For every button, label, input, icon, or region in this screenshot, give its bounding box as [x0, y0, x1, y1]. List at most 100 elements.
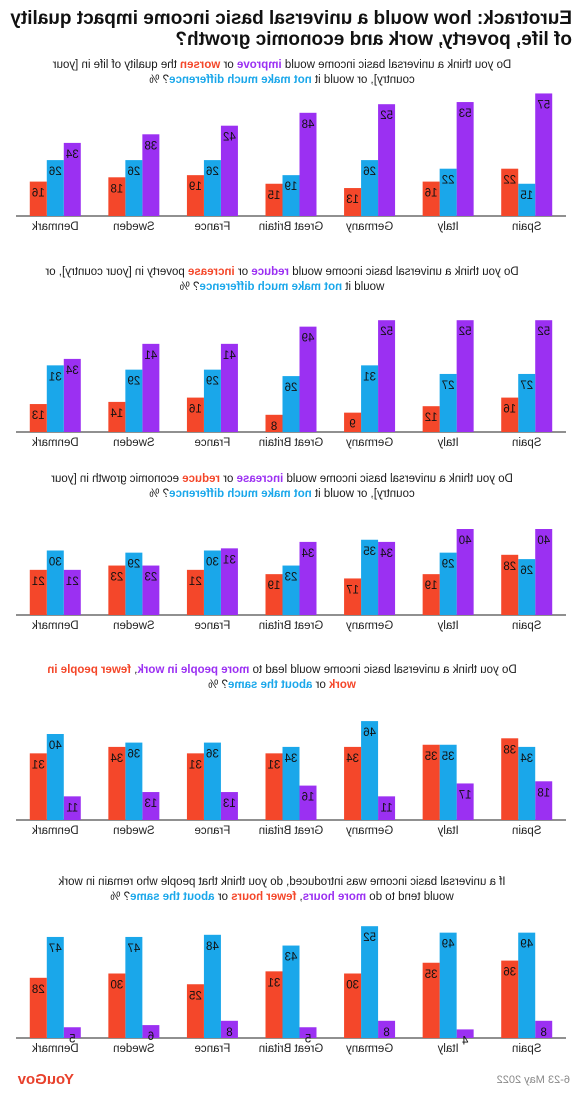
chart-panel-4: Do you think a universal basic income wo…	[16, 664, 566, 837]
bar-value-label: 34	[110, 753, 123, 765]
bar-value-label: 36	[206, 749, 219, 761]
bar-value-label: 26	[127, 166, 140, 178]
bar-red	[501, 168, 519, 216]
bar-blue	[125, 369, 143, 432]
bar-value-label: 14	[110, 408, 123, 420]
bar-purple	[299, 1027, 317, 1038]
category-label: Denmark	[32, 1043, 79, 1055]
bar-value-label: 26	[363, 166, 376, 178]
category-label: Great Britain	[259, 437, 324, 449]
category-label: Italy	[437, 437, 458, 449]
bar-value-label: 19	[285, 181, 298, 193]
bar-blue	[361, 365, 379, 432]
category-label: Great Britain	[259, 620, 324, 632]
bar-value-label: 40	[49, 740, 62, 752]
bar-value-label: 6	[148, 1031, 154, 1043]
bar-value-label: 9	[349, 419, 355, 431]
bar-red	[108, 565, 126, 615]
category-label: Great Britain	[259, 221, 324, 233]
bar-value-label: 16	[425, 188, 438, 200]
bar-value-label: 31	[268, 759, 281, 771]
bar-value-label: 52	[459, 326, 472, 338]
bar-value-label: 49	[520, 939, 533, 951]
bar-value-label: 22	[442, 175, 455, 187]
bar-blue	[203, 550, 221, 615]
bar-red	[265, 971, 283, 1038]
bar-value-label: 31	[189, 759, 202, 771]
category-label: Sweden	[113, 437, 155, 449]
bar-red	[344, 973, 362, 1038]
bar-purple	[378, 796, 396, 820]
bar-purple	[142, 1025, 160, 1038]
bar-value-label: 19	[425, 580, 438, 592]
bar-value-label: 23	[144, 572, 157, 584]
bar-value-label: 30	[206, 557, 219, 569]
bar-blue	[203, 160, 221, 216]
bar-value-label: 13	[223, 798, 236, 810]
bar-blue	[439, 552, 457, 615]
chart-panel-2: Do you think a universal basic income wo…	[16, 266, 566, 449]
bar-value-label: 29	[127, 559, 140, 571]
bar-value-label: 26	[285, 382, 298, 394]
bar-purple	[63, 1027, 81, 1038]
bar-value-label: 34	[380, 548, 393, 560]
category-label: Italy	[437, 620, 458, 632]
bar-purple	[220, 792, 238, 820]
bar-value-label: 11	[381, 802, 393, 814]
bar-red	[422, 962, 440, 1038]
bar-value-label: 31	[363, 371, 376, 383]
bar-value-label: 21	[66, 576, 79, 588]
bar-red	[422, 744, 440, 820]
category-label: France	[195, 437, 231, 449]
bar-purple	[299, 785, 317, 820]
category-label: Spain	[512, 1043, 541, 1055]
bar-blue	[361, 721, 379, 820]
bar-value-label: 40	[537, 535, 550, 547]
bar-value-label: 27	[442, 380, 455, 392]
category-label: Sweden	[113, 221, 155, 233]
bar-red	[422, 181, 440, 216]
question-text-line: Do you think a universal basic income wo…	[45, 266, 518, 278]
bar-value-label: 26	[49, 166, 62, 178]
bar-blue	[125, 552, 143, 615]
bar-purple	[535, 781, 553, 820]
category-label: Spain	[512, 437, 541, 449]
bar-purple	[456, 320, 474, 432]
bar-blue	[361, 160, 379, 216]
bar-red	[265, 753, 283, 820]
bar-value-label: 38	[144, 140, 157, 152]
bar-purple	[378, 104, 396, 216]
bar-value-label: 48	[302, 119, 315, 131]
bar-value-label: 19	[189, 181, 202, 193]
category-label: Italy	[437, 1043, 458, 1055]
bar-red	[29, 977, 47, 1038]
category-label: Germany	[346, 825, 394, 837]
category-label: France	[195, 1043, 231, 1055]
bar-red	[186, 175, 204, 216]
bar-purple	[142, 343, 160, 432]
bar-value-label: 8	[271, 421, 277, 433]
bar-blue	[203, 369, 221, 432]
bar-red	[29, 181, 47, 216]
question-text-line: Do you think a universal basic income wo…	[47, 664, 516, 676]
bar-purple	[456, 529, 474, 615]
bar-value-label: 16	[189, 404, 202, 416]
bar-blue	[125, 936, 143, 1038]
bar-blue	[518, 932, 536, 1038]
bar-purple	[456, 783, 474, 820]
category-label: Great Britain	[259, 825, 324, 837]
bar-value-label: 8	[226, 1027, 232, 1039]
bar-value-label: 22	[503, 175, 516, 187]
bar-red	[501, 960, 519, 1038]
bar-value-label: 17	[346, 584, 359, 596]
category-label: Germany	[346, 221, 394, 233]
category-label: Germany	[346, 1043, 394, 1055]
bar-value-label: 36	[127, 749, 140, 761]
bar-value-label: 15	[520, 190, 533, 202]
bar-value-label: 13	[144, 798, 157, 810]
bar-value-label: 18	[537, 787, 550, 799]
category-label: Italy	[437, 221, 458, 233]
category-label: Sweden	[113, 1043, 155, 1055]
bar-red	[186, 984, 204, 1038]
bar-value-label: 18	[110, 183, 123, 195]
